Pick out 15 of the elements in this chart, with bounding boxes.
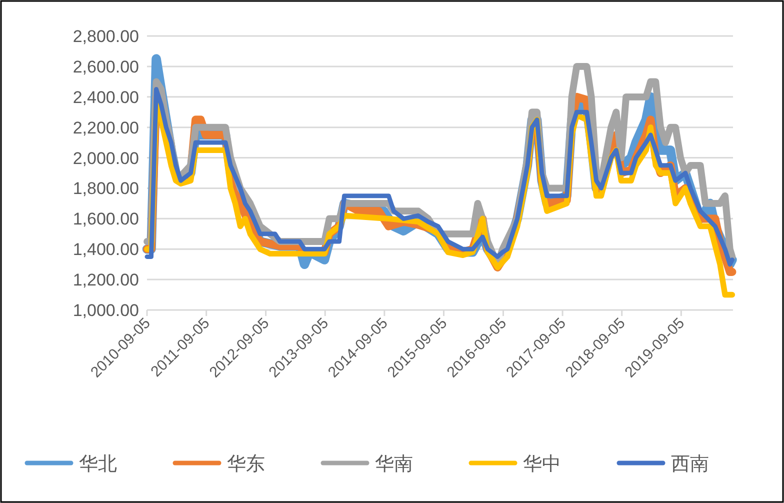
y-tick-label: 1,800.00 [72, 179, 139, 198]
y-tick-label: 2,400.00 [72, 88, 139, 107]
legend-label: 西南 [671, 454, 709, 475]
legend-label: 华中 [523, 454, 561, 475]
y-tick-label: 2,000.00 [72, 148, 139, 168]
y-tick-label: 1,000.00 [72, 301, 139, 320]
y-tick-label: 2,200.00 [72, 118, 139, 138]
y-tick-label: 2,600.00 [72, 57, 139, 76]
legend-label: 华北 [79, 454, 117, 475]
y-tick-label: 2,800.00 [72, 27, 139, 46]
y-tick-label: 1,400.00 [72, 240, 139, 260]
y-tick-label: 1,600.00 [72, 210, 139, 229]
legend-label: 华南 [375, 454, 413, 475]
y-tick-label: 1,200.00 [72, 270, 139, 290]
legend-label: 华东 [227, 454, 265, 475]
